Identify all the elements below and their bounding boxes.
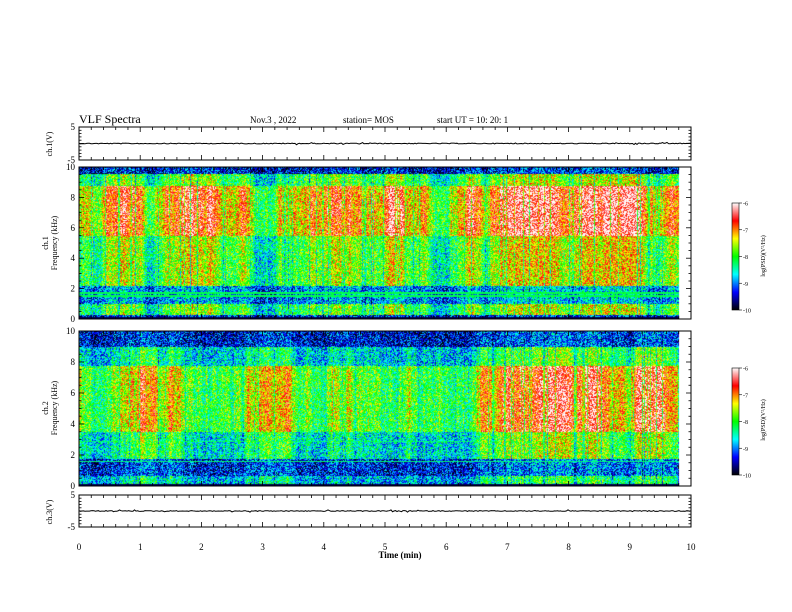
xtick-label: 3 [260, 542, 265, 552]
colorbar-tick-label: -8 [743, 255, 748, 261]
station-label: station= MOS [343, 115, 394, 125]
s2-ytick-label: 6 [71, 388, 76, 398]
ch1-waveform-trace [78, 141, 692, 146]
colorbar-tick-label: -10 [743, 309, 751, 315]
ch1-spectrogram-ylabel: Frequency (kHz) [50, 215, 59, 270]
xtick-label: 6 [444, 542, 449, 552]
s2-ytick-label: 8 [71, 357, 76, 367]
ch2-spectrogram-ylabel: Frequency (kHz) [50, 380, 59, 435]
ch2-colorbar-label: log(PSD)(V²/Hz) [760, 399, 767, 440]
colorbar-gradient [731, 367, 740, 476]
xtick-label: 5 [383, 542, 388, 552]
ch1-colorbar: -6 -7 -8 -9 -10 [731, 202, 751, 315]
xtick-label: 2 [199, 542, 204, 552]
xtick-label: 4 [322, 542, 327, 552]
colorbar-tick-label: -6 [743, 202, 748, 208]
colorbar-tick-label: -6 [743, 367, 748, 373]
ch1-spectrogram-image [79, 167, 691, 319]
s1-ytick-label: 0 [71, 314, 76, 324]
colorbar-tick-label: -7 [743, 393, 748, 399]
s1-ytick-label: 8 [71, 192, 76, 202]
s2-ytick-label: 4 [71, 419, 76, 429]
x-axis-label: Time (min) [378, 550, 421, 560]
xtick-label: 1 [138, 542, 143, 552]
colorbar-tick-label: -9 [743, 282, 748, 288]
ch3-waveform-trace [78, 509, 692, 513]
colorbar-gradient [731, 202, 740, 311]
ch1-colorbar-label: log(PSD)(V²/Hz) [760, 235, 767, 276]
colorbar-tick-label: -10 [743, 474, 751, 480]
xtick-label: 10 [687, 542, 697, 552]
xtick-label: 8 [566, 542, 571, 552]
date-label: Nov.3 , 2022 [250, 115, 296, 125]
s1-ytick-label: 6 [71, 223, 76, 233]
ch3-waveform-ylabel: ch.3(V) [45, 499, 54, 524]
ch2-colorbar: -6 -7 -8 -9 -10 [731, 367, 751, 480]
xtick-label: 7 [505, 542, 510, 552]
xtick-label: 0 [77, 542, 82, 552]
ch2-spectrogram-image [79, 331, 691, 486]
colorbar-tick-label: -7 [743, 228, 748, 234]
ch1-spectrogram-chlabel: ch.1 [41, 236, 50, 250]
w1-ytick-label: 5 [71, 122, 76, 132]
s2-ytick-label: 0 [71, 481, 76, 491]
chart-title: VLF Spectra [79, 112, 141, 126]
s1-ytick-label: 2 [71, 284, 76, 294]
ch1-waveform-ylabel: ch.1(V) [45, 131, 54, 156]
w3-ytick-label: 5 [71, 490, 76, 500]
start-time-label: start UT = 10: 20: 1 [437, 115, 508, 125]
ch2-spectrogram-chlabel: ch.2 [41, 401, 50, 415]
s1-ytick-label: 4 [71, 253, 76, 263]
colorbar-tick-label: -8 [743, 420, 748, 426]
w3-ytick-label: -5 [68, 522, 76, 532]
w1-ytick-label: -5 [68, 155, 76, 165]
xtick-label: 9 [628, 542, 633, 552]
colorbar-tick-label: -9 [743, 447, 748, 453]
s1-ytick-label: 10 [66, 162, 76, 172]
s2-ytick-label: 10 [66, 326, 76, 336]
s2-ytick-label: 2 [71, 450, 76, 460]
